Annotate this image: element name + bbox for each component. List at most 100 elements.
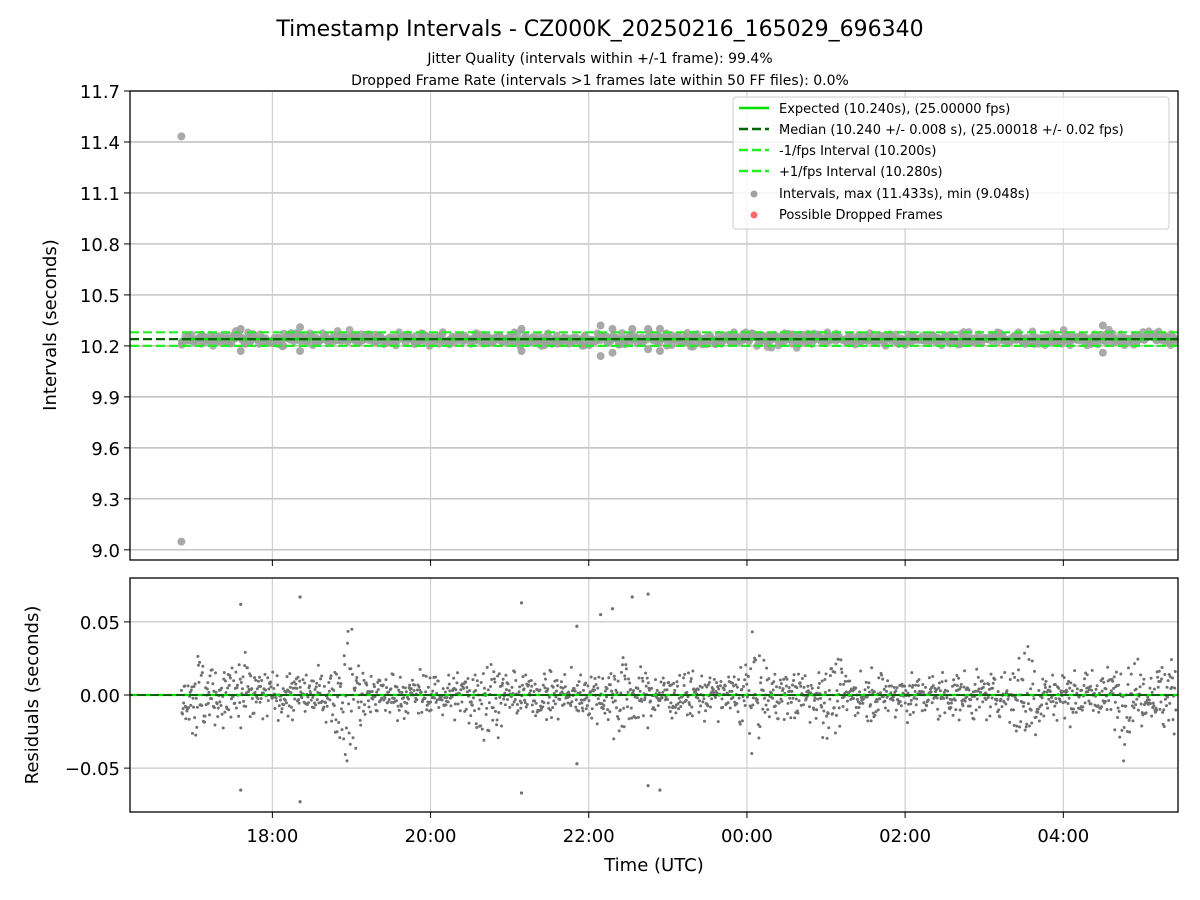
- residual-point: [1159, 700, 1163, 704]
- residual-point: [661, 690, 665, 694]
- residual-point: [1162, 725, 1166, 729]
- residual-point: [893, 715, 897, 719]
- residual-point: [322, 705, 326, 709]
- residual-point: [603, 711, 607, 715]
- residual-point: [763, 710, 767, 714]
- residual-point: [827, 688, 831, 692]
- residual-point: [586, 684, 590, 688]
- residual-point: [1041, 677, 1045, 681]
- residual-point: [913, 690, 917, 694]
- residual-point: [283, 698, 287, 702]
- bottom-x-tick-label: 00:00: [721, 826, 773, 847]
- residual-point: [497, 672, 501, 676]
- residual-point: [250, 687, 254, 691]
- residual-point: [970, 711, 974, 715]
- residual-point: [446, 686, 450, 690]
- residual-point: [775, 685, 779, 689]
- residual-point: [1008, 720, 1012, 724]
- residual-point: [713, 696, 717, 700]
- residual-point: [953, 698, 957, 702]
- residual-point: [234, 670, 238, 674]
- residual-point: [467, 721, 471, 725]
- residual-point: [981, 700, 985, 704]
- residual-point: [215, 702, 219, 706]
- residual-point: [396, 719, 400, 723]
- residual-point: [570, 689, 574, 693]
- residual-point: [413, 700, 417, 704]
- residual-point: [828, 674, 832, 678]
- residual-point: [398, 690, 402, 694]
- residual-point: [1150, 714, 1154, 718]
- residual-point: [304, 673, 308, 677]
- residual-point: [504, 688, 508, 692]
- residual-point: [602, 703, 606, 707]
- residual-point: [815, 691, 819, 695]
- residual-point: [266, 676, 270, 680]
- residual-point: [551, 685, 555, 689]
- residual-point: [782, 718, 786, 722]
- residual-point: [720, 697, 724, 701]
- residual-point: [894, 689, 898, 693]
- residual-point: [743, 678, 747, 682]
- residual-point: [786, 701, 790, 705]
- residual-point: [287, 704, 291, 708]
- residual-point: [342, 737, 346, 741]
- residual-point: [260, 678, 264, 682]
- residual-point: [761, 689, 765, 693]
- residual-point: [986, 695, 990, 699]
- residual-point: [503, 691, 507, 695]
- residual-point: [869, 719, 873, 723]
- residual-point: [831, 712, 835, 716]
- residual-point: [1066, 701, 1070, 705]
- residual-point: [322, 684, 326, 688]
- residual-point: [546, 701, 550, 705]
- residual-point: [297, 698, 301, 702]
- residual-point: [1156, 675, 1160, 679]
- residual-point: [657, 691, 661, 695]
- residual-point: [584, 707, 588, 711]
- residual-point: [244, 704, 248, 708]
- residual-outlier-point: [646, 784, 650, 788]
- residual-point: [314, 703, 318, 707]
- residual-point: [881, 677, 885, 681]
- residual-point: [292, 680, 296, 684]
- residual-point: [346, 629, 350, 633]
- residual-point: [1034, 715, 1038, 719]
- residual-point: [766, 708, 770, 712]
- residual-point: [334, 718, 338, 722]
- residual-point: [276, 683, 280, 687]
- residual-point: [1067, 679, 1071, 683]
- residual-point: [687, 671, 691, 675]
- residual-point: [378, 679, 382, 683]
- residual-point: [1019, 720, 1023, 724]
- residual-point: [316, 663, 320, 667]
- residual-point: [421, 673, 425, 677]
- residual-point: [250, 696, 254, 700]
- residual-point: [810, 686, 814, 690]
- residual-outlier-point: [239, 788, 243, 792]
- residual-point: [474, 689, 478, 693]
- residual-point: [584, 681, 588, 685]
- residual-point: [797, 699, 801, 703]
- residual-point: [196, 654, 200, 658]
- residual-point: [585, 704, 589, 708]
- residual-point: [218, 700, 222, 704]
- top-panel-frame: [129, 90, 1179, 561]
- interval-outlier-point: [628, 324, 637, 333]
- residual-point: [1011, 672, 1015, 676]
- residual-point: [790, 683, 794, 687]
- residual-point: [980, 679, 984, 683]
- residual-point: [501, 677, 505, 681]
- residual-point: [331, 713, 335, 717]
- residual-point: [496, 736, 500, 740]
- residual-point: [301, 678, 305, 682]
- residual-point: [1122, 759, 1126, 763]
- residual-point: [619, 670, 623, 674]
- residual-point: [944, 679, 948, 683]
- residual-point: [908, 713, 912, 717]
- residual-point: [335, 730, 339, 734]
- residual-point: [742, 684, 746, 688]
- residual-point: [837, 706, 841, 710]
- residual-point: [511, 703, 515, 707]
- residual-point: [782, 677, 786, 681]
